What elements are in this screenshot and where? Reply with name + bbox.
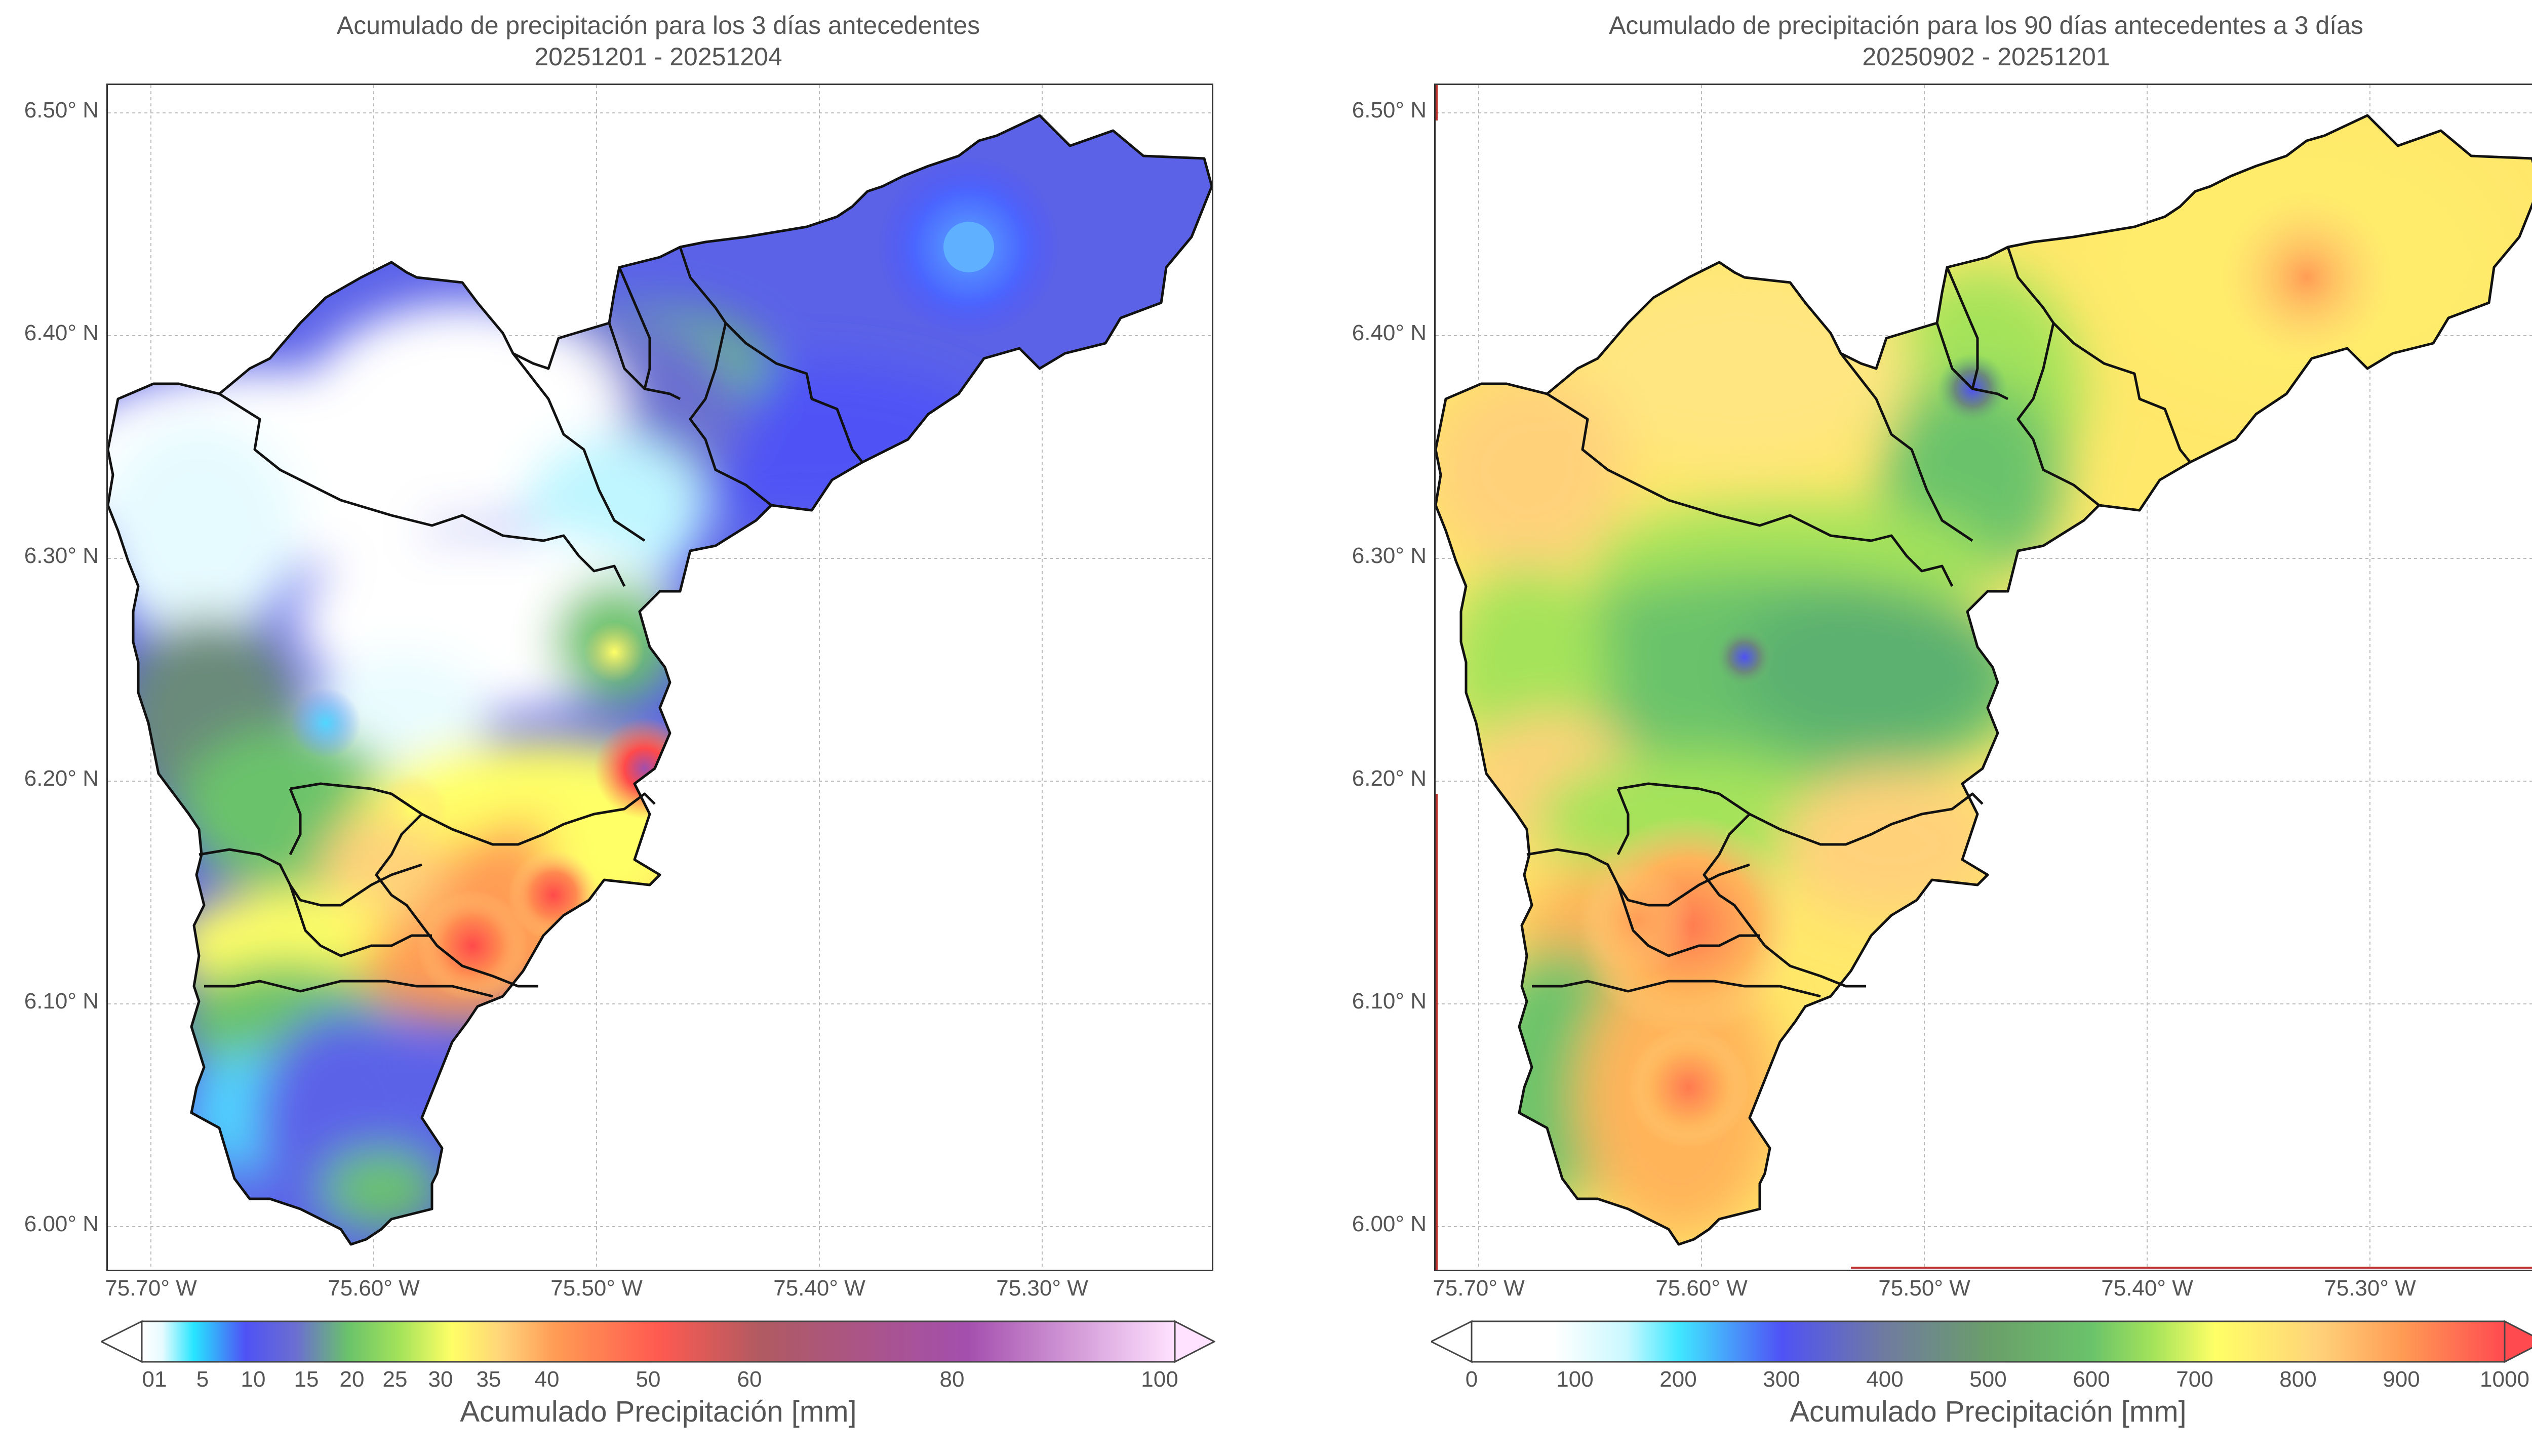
left-xtick-7550: 75.50° W: [550, 1276, 643, 1301]
left-xtick-7570: 75.70° W: [105, 1276, 197, 1301]
left-map-canvas: [108, 85, 1212, 1270]
right-precip-field: [1436, 115, 2532, 1244]
right-colorbar: [1431, 1320, 2532, 1363]
colorbar-tick-label: 35: [476, 1367, 501, 1392]
right-xtick-7570: 75.70° W: [1433, 1276, 1525, 1301]
colorbar-tick-label: 15: [294, 1367, 319, 1392]
right-xtick-7540: 75.40° W: [2101, 1276, 2193, 1301]
colorbar-tick-label: 600: [2073, 1367, 2110, 1392]
right-ytick-610: 6.10° N: [1352, 989, 1427, 1014]
right-xtick-7530: 75.30° W: [2324, 1276, 2416, 1301]
left-boundaries: [108, 115, 1212, 1244]
colorbar-tick-label: 30: [428, 1367, 453, 1392]
right-map-canvas: [1436, 85, 2532, 1270]
colorbar-tick-label: 900: [2383, 1367, 2420, 1392]
left-precip-field: [108, 115, 1212, 1244]
left-map: [106, 84, 1213, 1271]
colorbar-tick-label: 200: [1659, 1367, 1697, 1392]
colorbar-tick-label: 500: [1969, 1367, 2007, 1392]
colorbar-tick-label: 400: [1866, 1367, 1904, 1392]
colorbar-tick-label: 100: [1556, 1367, 1594, 1392]
colorbar-tick-label: 60: [737, 1367, 762, 1392]
colorbar-tick-label: 700: [2176, 1367, 2213, 1392]
colorbar-tick-label: 1000: [2480, 1367, 2529, 1392]
right-xtick-7550: 75.50° W: [1878, 1276, 1970, 1301]
right-xtick-7560: 75.60° W: [1655, 1276, 1748, 1301]
right-map: [1434, 84, 2532, 1271]
right-boundaries: [1436, 115, 2532, 1244]
colorbar-tick-label: 40: [534, 1367, 560, 1392]
left-xtick-7530: 75.30° W: [996, 1276, 1088, 1301]
left-title-line1: Acumulado de precipitación para los 3 dí…: [336, 11, 980, 39]
right-ytick-650: 6.50° N: [1352, 98, 1427, 123]
colorbar-tick-label: 80: [939, 1367, 965, 1392]
right-title-line1: Acumulado de precipitación para los 90 d…: [1609, 11, 2363, 39]
left-ytick-620: 6.20° N: [24, 766, 99, 791]
left-title-line2: 20251201 - 20251204: [534, 43, 782, 71]
right-ytick-630: 6.30° N: [1352, 543, 1427, 568]
left-colorbar-label: Acumulado Precipitación [mm]: [460, 1395, 857, 1428]
left-ytick-640: 6.40° N: [24, 320, 99, 345]
right-title-line2: 20250902 - 20251201: [1862, 43, 2110, 71]
colorbar-tick-label: 800: [2279, 1367, 2317, 1392]
left-ytick-650: 6.50° N: [24, 98, 99, 123]
right-ytick-640: 6.40° N: [1352, 320, 1427, 345]
colorbar-tick-label: 10: [241, 1367, 266, 1392]
colorbar-tick-label: 25: [382, 1367, 408, 1392]
colorbar-tick-label: 20: [339, 1367, 365, 1392]
left-ytick-610: 6.10° N: [24, 989, 99, 1014]
colorbar-tick-label: 01: [142, 1367, 167, 1392]
left-colorbar: [101, 1320, 1215, 1363]
colorbar-tick-label: 300: [1763, 1367, 1800, 1392]
left-ytick-630: 6.30° N: [24, 543, 99, 568]
left-xtick-7540: 75.40° W: [773, 1276, 865, 1301]
colorbar-tick-label: 100: [1141, 1367, 1178, 1392]
colorbar-tick-label: 0: [1465, 1367, 1478, 1392]
left-ytick-600: 6.00° N: [24, 1211, 99, 1236]
right-ytick-620: 6.20° N: [1352, 766, 1427, 791]
left-xtick-7560: 75.60° W: [328, 1276, 420, 1301]
colorbar-tick-label: 5: [196, 1367, 209, 1392]
right-colorbar-label: Acumulado Precipitación [mm]: [1790, 1395, 2187, 1428]
colorbar-tick-label: 50: [636, 1367, 661, 1392]
right-ytick-600: 6.00° N: [1352, 1211, 1427, 1236]
